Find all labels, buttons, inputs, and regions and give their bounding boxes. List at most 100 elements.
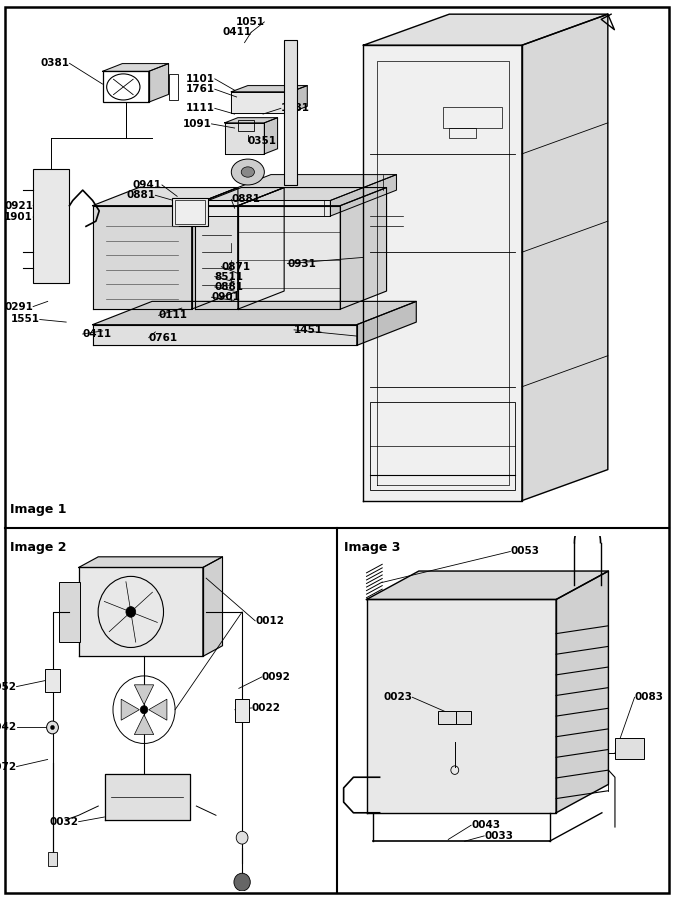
Text: 0381: 0381 [40, 58, 69, 68]
Text: Image 3: Image 3 [344, 541, 400, 554]
Text: 0881: 0881 [231, 194, 260, 204]
Bar [443, 107, 502, 128]
Circle shape [241, 166, 255, 177]
Polygon shape [92, 187, 238, 205]
Bar [450, 128, 476, 139]
Polygon shape [224, 122, 264, 154]
Polygon shape [205, 201, 330, 216]
Text: 1901: 1901 [4, 212, 33, 222]
Text: 1111: 1111 [186, 104, 215, 113]
Text: 0871: 0871 [222, 262, 251, 272]
Text: 0881: 0881 [126, 190, 155, 201]
Polygon shape [105, 774, 190, 820]
Polygon shape [224, 118, 278, 122]
Text: 0053: 0053 [510, 546, 539, 556]
Bar [175, 201, 205, 224]
Bar [284, 40, 297, 185]
Polygon shape [195, 205, 238, 310]
Polygon shape [134, 715, 154, 734]
Bar [456, 712, 471, 724]
Circle shape [51, 725, 55, 730]
Text: 1761: 1761 [185, 85, 215, 94]
Polygon shape [79, 557, 222, 568]
Polygon shape [290, 86, 307, 112]
Circle shape [47, 721, 59, 734]
Polygon shape [205, 175, 396, 201]
Text: 0052: 0052 [0, 681, 17, 691]
Text: 0411: 0411 [222, 27, 251, 37]
Text: 0043: 0043 [471, 820, 500, 830]
Text: 0032: 0032 [50, 816, 79, 827]
Polygon shape [149, 699, 167, 720]
Polygon shape [149, 64, 168, 103]
Polygon shape [231, 86, 307, 92]
Text: 0411: 0411 [83, 329, 112, 339]
Text: 0941: 0941 [133, 180, 162, 190]
Polygon shape [92, 205, 191, 310]
Bar [33, 169, 69, 284]
Text: 0881: 0881 [215, 282, 244, 292]
Polygon shape [231, 92, 290, 112]
Polygon shape [238, 187, 387, 205]
Polygon shape [340, 187, 387, 310]
Polygon shape [238, 205, 340, 310]
Text: Image 2: Image 2 [10, 541, 67, 554]
Text: 1091: 1091 [183, 119, 212, 129]
Bar [439, 712, 456, 724]
Bar [48, 852, 57, 866]
Bar [615, 738, 644, 760]
Polygon shape [284, 40, 297, 185]
Bar [172, 198, 208, 227]
Polygon shape [92, 302, 417, 325]
Text: Image 1: Image 1 [10, 503, 67, 516]
Circle shape [234, 873, 250, 891]
Polygon shape [367, 599, 556, 813]
Polygon shape [191, 187, 238, 310]
Text: 0931: 0931 [288, 258, 316, 268]
Circle shape [126, 607, 135, 617]
Polygon shape [92, 325, 357, 346]
Polygon shape [134, 685, 154, 705]
Text: 0921: 0921 [4, 201, 33, 211]
Text: 0072: 0072 [0, 761, 17, 771]
Polygon shape [357, 302, 417, 346]
Text: 0022: 0022 [252, 703, 281, 713]
Text: 8511: 8511 [215, 272, 244, 282]
Polygon shape [238, 187, 284, 310]
Bar [168, 74, 179, 100]
Bar [59, 581, 80, 643]
Polygon shape [367, 572, 609, 599]
Polygon shape [330, 175, 396, 216]
Polygon shape [363, 14, 608, 45]
Text: 1051: 1051 [235, 17, 264, 27]
Polygon shape [121, 699, 140, 720]
Text: 0033: 0033 [484, 831, 513, 841]
Polygon shape [363, 45, 522, 500]
Text: 0351: 0351 [248, 136, 277, 146]
Circle shape [231, 159, 264, 185]
Bar [370, 402, 516, 491]
Text: 0111: 0111 [158, 310, 187, 320]
Polygon shape [264, 118, 278, 154]
Polygon shape [195, 187, 284, 205]
Text: 0012: 0012 [255, 616, 284, 625]
Text: 0023: 0023 [384, 692, 412, 702]
Bar [238, 121, 255, 130]
Text: 1081: 1081 [281, 104, 310, 113]
Text: 0042: 0042 [0, 723, 17, 733]
Polygon shape [102, 64, 168, 71]
Bar [102, 71, 149, 103]
Text: 1451: 1451 [294, 325, 324, 335]
Text: 0083: 0083 [635, 692, 664, 702]
Text: 1551: 1551 [11, 314, 40, 325]
Text: 0092: 0092 [262, 672, 290, 682]
Polygon shape [203, 557, 222, 656]
Text: 0761: 0761 [149, 333, 178, 343]
Circle shape [236, 832, 248, 844]
Polygon shape [556, 572, 609, 813]
Text: 0901: 0901 [212, 292, 241, 302]
Circle shape [140, 706, 148, 714]
Bar [45, 669, 60, 692]
Bar [235, 699, 249, 722]
Text: 1101: 1101 [186, 74, 215, 84]
